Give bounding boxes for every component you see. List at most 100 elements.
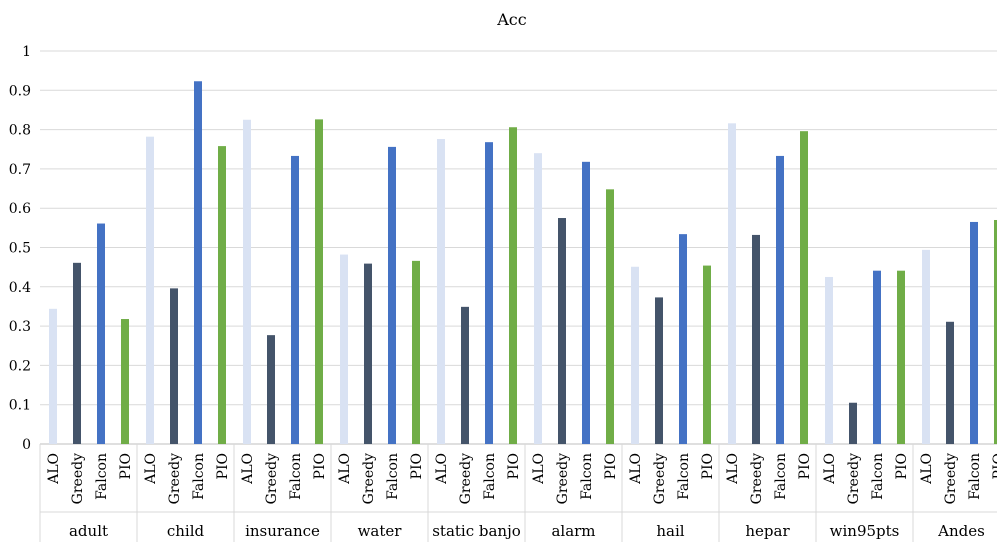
series-tick-label: ALO bbox=[822, 453, 838, 485]
bar-pio bbox=[703, 265, 711, 444]
bar-alo bbox=[49, 308, 57, 444]
series-tick-label: Greedy bbox=[652, 453, 668, 504]
series-tick-label: ALO bbox=[143, 453, 159, 485]
bar-falcon bbox=[776, 155, 784, 444]
series-tick-label: ALO bbox=[919, 453, 935, 485]
y-tick-label: 0.5 bbox=[9, 241, 31, 257]
bar-pio bbox=[800, 131, 808, 444]
series-tick-label: Greedy bbox=[361, 453, 377, 504]
y-axis-ticks: 0 0.1 0.2 0.3 0.4 0.5 0.6 0.7 0.8 0.9 1 bbox=[9, 44, 31, 453]
bar-alo bbox=[922, 249, 930, 444]
series-tick-label: Falcon bbox=[870, 453, 886, 500]
group-label: static banjo bbox=[432, 522, 521, 540]
y-tick-label: 0.3 bbox=[9, 319, 31, 335]
series-tick-label: PIO bbox=[894, 453, 910, 479]
bar-pio bbox=[218, 146, 226, 444]
bar-greedy bbox=[170, 288, 178, 444]
series-tick-label: Greedy bbox=[264, 453, 280, 504]
series-tick-label: Falcon bbox=[191, 453, 207, 500]
chart-title: Acc bbox=[496, 10, 527, 29]
series-tick-label: ALO bbox=[725, 453, 741, 485]
group-label: win95pts bbox=[830, 522, 900, 540]
group-label: insurance bbox=[245, 522, 320, 540]
bar-pio bbox=[121, 319, 129, 444]
bar-alo bbox=[340, 254, 348, 444]
series-tick-label: PIO bbox=[603, 453, 619, 479]
bar-pio bbox=[412, 260, 420, 444]
bar-greedy bbox=[558, 218, 566, 444]
group-label: water bbox=[358, 522, 403, 540]
bar-pio bbox=[606, 189, 614, 444]
bar-greedy bbox=[752, 234, 760, 444]
group-label: adult bbox=[69, 522, 108, 540]
y-tick-label: 0.6 bbox=[9, 201, 31, 217]
group-label: alarm bbox=[551, 522, 595, 540]
y-tick-label: 0.9 bbox=[9, 83, 31, 99]
y-tick-label: 0.2 bbox=[9, 358, 31, 374]
series-tick-label: PIO bbox=[506, 453, 522, 479]
bar-greedy bbox=[267, 335, 275, 444]
y-tick-label: 0.4 bbox=[9, 280, 31, 296]
group-label: child bbox=[167, 522, 205, 540]
series-tick-label: Falcon bbox=[967, 453, 983, 500]
bar-alo bbox=[534, 153, 542, 444]
series-tick-label: PIO bbox=[797, 453, 813, 479]
series-tick-label: ALO bbox=[628, 453, 644, 485]
series-tick-label: PIO bbox=[312, 453, 328, 479]
bar-greedy bbox=[364, 263, 372, 444]
series-tick-label: PIO bbox=[991, 453, 997, 479]
bar-greedy bbox=[461, 306, 469, 444]
bar-falcon bbox=[873, 270, 881, 444]
series-tick-label: ALO bbox=[337, 453, 353, 485]
bar-falcon bbox=[291, 155, 299, 444]
bars bbox=[49, 81, 997, 445]
series-tick-label: Greedy bbox=[167, 453, 183, 504]
bar-greedy bbox=[946, 321, 954, 444]
series-tick-label: ALO bbox=[434, 453, 450, 485]
y-tick-label: 0.7 bbox=[9, 162, 31, 178]
series-tick-label: PIO bbox=[409, 453, 425, 479]
series-tick-label: Greedy bbox=[846, 453, 862, 504]
bar-falcon bbox=[582, 161, 590, 445]
bar-pio bbox=[994, 219, 997, 444]
series-tick-label: Falcon bbox=[482, 453, 498, 500]
series-tick-label: Greedy bbox=[555, 453, 571, 504]
bar-alo bbox=[146, 136, 154, 444]
y-tick-label: 0.1 bbox=[9, 398, 31, 414]
bar-falcon bbox=[194, 81, 202, 445]
y-tick-label: 0 bbox=[22, 437, 31, 453]
bar-alo bbox=[437, 139, 445, 445]
series-tick-label: Greedy bbox=[749, 453, 765, 504]
series-tick-label: Falcon bbox=[94, 453, 110, 500]
bar-pio bbox=[315, 119, 323, 444]
y-tick-label: 1 bbox=[22, 44, 31, 60]
series-tick-label: Falcon bbox=[288, 453, 304, 500]
bar-greedy bbox=[849, 402, 857, 444]
gridlines bbox=[40, 50, 997, 445]
y-tick-label: 0.8 bbox=[9, 123, 31, 139]
series-tick-label: ALO bbox=[531, 453, 547, 485]
bar-pio bbox=[509, 127, 517, 444]
series-tick-label: ALO bbox=[46, 453, 62, 485]
bar-alo bbox=[728, 123, 736, 444]
series-tick-label: PIO bbox=[118, 453, 134, 479]
bar-falcon bbox=[970, 221, 978, 444]
series-tick-label: Falcon bbox=[676, 453, 692, 500]
series-tick-label: Greedy bbox=[458, 453, 474, 504]
series-tick-label: Falcon bbox=[773, 453, 789, 500]
bar-pio bbox=[897, 270, 905, 444]
series-tick-label: Falcon bbox=[579, 453, 595, 500]
series-tick-label: PIO bbox=[700, 453, 716, 479]
bar-falcon bbox=[97, 223, 105, 444]
series-tick-label: PIO bbox=[215, 453, 231, 479]
group-label: Andes bbox=[937, 522, 985, 540]
bar-alo bbox=[631, 266, 639, 444]
bar-greedy bbox=[655, 297, 663, 444]
series-tick-label: ALO bbox=[240, 453, 256, 485]
series-tick-label: Falcon bbox=[385, 453, 401, 500]
bar-alo bbox=[243, 119, 251, 445]
bar-falcon bbox=[679, 234, 687, 444]
bar-alo bbox=[825, 276, 833, 444]
bar-greedy bbox=[73, 262, 81, 444]
